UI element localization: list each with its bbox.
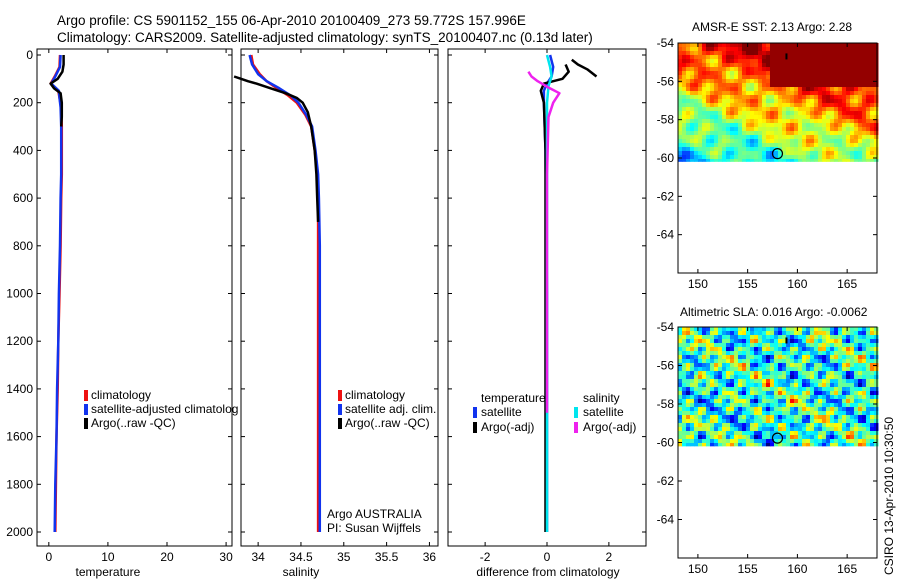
- legend-label: climatology: [91, 388, 151, 402]
- x-tick-label: 0: [45, 550, 52, 564]
- figure-title-line2: Climatology: CARS2009. Satellite-adjuste…: [57, 30, 593, 45]
- y-tick-label: -60: [657, 436, 675, 450]
- x-axis-label: difference from climatology: [476, 565, 619, 579]
- legend-swatch: [338, 418, 342, 429]
- y-tick-label: -54: [657, 320, 675, 334]
- y-tick-label: 1800: [6, 477, 33, 491]
- y-tick-label: 1000: [6, 287, 33, 301]
- figure-title-line1: Argo profile: CS 5901152_155 06-Apr-2010…: [57, 13, 526, 28]
- legend-swatch: [84, 390, 88, 401]
- legend-label: satellite-adjusted climatolog: [91, 402, 238, 416]
- legend-swatch: [84, 418, 88, 429]
- y-tick-label: -62: [657, 474, 675, 488]
- x-tick-label: 34: [251, 550, 265, 564]
- x-tick-label: 36: [423, 550, 437, 564]
- island-marker: [785, 337, 788, 344]
- y-tick-label: -54: [657, 36, 675, 50]
- x-tick-label: 150: [688, 562, 708, 576]
- x-axis-label: temperature: [76, 565, 141, 579]
- series-line: [571, 58, 598, 78]
- legend-swatch: [574, 407, 578, 418]
- salinity-profile-panel: 34 34.5 35 35.5 36 salinity climatologysatelli…: [233, 48, 439, 579]
- sla-map-panel: 150 155 160 165 -54 -56 -58 -60 -62 -64: [657, 320, 879, 576]
- y-tick-label: 200: [13, 96, 33, 110]
- sst-map-panel: 150 155 160 165 -54 -56 -58 -60 -62 -64: [657, 36, 879, 291]
- legend-title: salinity: [583, 391, 620, 405]
- x-axis-label: salinity: [283, 565, 320, 579]
- x-tick-label: 10: [101, 550, 115, 564]
- legend-title: temperature: [481, 391, 546, 405]
- y-tick-label: 0: [26, 48, 33, 62]
- y-tick-label: 800: [13, 239, 33, 253]
- series-line: [49, 55, 65, 127]
- island-marker: [785, 53, 788, 60]
- legend-swatch: [338, 404, 342, 415]
- y-tick-label: 600: [13, 191, 33, 205]
- heatmap-cells: [678, 327, 879, 447]
- y-tick-label: 1400: [6, 382, 33, 396]
- legend-label: Argo(..raw -QC): [345, 416, 430, 430]
- legend-label: satellite: [481, 405, 522, 419]
- x-tick-label: 34.5: [289, 550, 313, 564]
- float-position-marker: [771, 148, 784, 160]
- y-tick-label: 400: [13, 143, 33, 157]
- x-tick-label: 155: [738, 277, 758, 291]
- x-tick-label: 165: [837, 562, 857, 576]
- heatmap-cells: [678, 43, 879, 162]
- y-tick-label: -58: [657, 397, 675, 411]
- sla-map-title: Altimetric SLA: 0.016 Argo: -0.0062: [680, 305, 868, 319]
- legend-label: Argo(-adj): [481, 420, 534, 434]
- x-tick-label: 160: [787, 562, 807, 576]
- x-tick-label: 0: [544, 550, 551, 564]
- legend-swatch: [473, 407, 477, 418]
- x-tick-label: 35.5: [375, 550, 399, 564]
- x-tick-label: 2: [606, 550, 613, 564]
- legend-swatch: [338, 390, 342, 401]
- legend-label: climatology: [345, 388, 405, 402]
- y-tick-label: -64: [657, 513, 675, 527]
- legend-label: Argo(..raw -QC): [91, 416, 176, 430]
- legend-swatch: [84, 404, 88, 415]
- y-tick-label: 1600: [6, 430, 33, 444]
- plot-frame: [240, 48, 439, 547]
- float-position-marker: [771, 432, 784, 444]
- legend-label: Argo(-adj): [583, 420, 636, 434]
- series-line: [233, 75, 320, 222]
- y-tick-label: -56: [657, 74, 675, 88]
- timestamp-stamp: CSIRO 13-Apr-2010 10:30:50: [882, 417, 896, 575]
- y-tick-label: 1200: [6, 334, 33, 348]
- x-tick-label: 165: [837, 277, 857, 291]
- y-tick-label: -60: [657, 151, 675, 165]
- y-tick-label: 2000: [6, 525, 33, 539]
- legend-label: satellite: [583, 405, 624, 419]
- y-tick-label: -56: [657, 359, 675, 373]
- series-line: [527, 71, 561, 413]
- plot-frame: [36, 48, 233, 547]
- x-tick-label: -2: [480, 550, 491, 564]
- y-tick-label: -58: [657, 113, 675, 127]
- series-line: [539, 64, 570, 532]
- x-tick-label: 160: [787, 277, 807, 291]
- x-tick-label: 20: [160, 550, 174, 564]
- y-tick-label: -64: [657, 228, 675, 242]
- x-tick-label: 155: [738, 562, 758, 576]
- y-tick-label: -62: [657, 189, 675, 203]
- temperature-profile-panel: 0 10 20 30 0 200 400 600 800 1000 1200 1400 1600 1800…: [6, 48, 238, 579]
- legend-swatch: [574, 422, 578, 433]
- legend-swatch: [473, 422, 477, 433]
- float-pi-annotation: PI: Susan Wijffels: [327, 521, 421, 535]
- legend-label: satellite adj. clim.: [345, 402, 436, 416]
- x-tick-label: 150: [688, 277, 708, 291]
- x-tick-label: 35: [337, 550, 351, 564]
- sst-map-title: AMSR-E SST: 2.13 Argo: 2.28: [692, 20, 852, 34]
- float-owner-annotation: Argo AUSTRALIA: [327, 507, 422, 521]
- x-tick-label: 30: [219, 550, 233, 564]
